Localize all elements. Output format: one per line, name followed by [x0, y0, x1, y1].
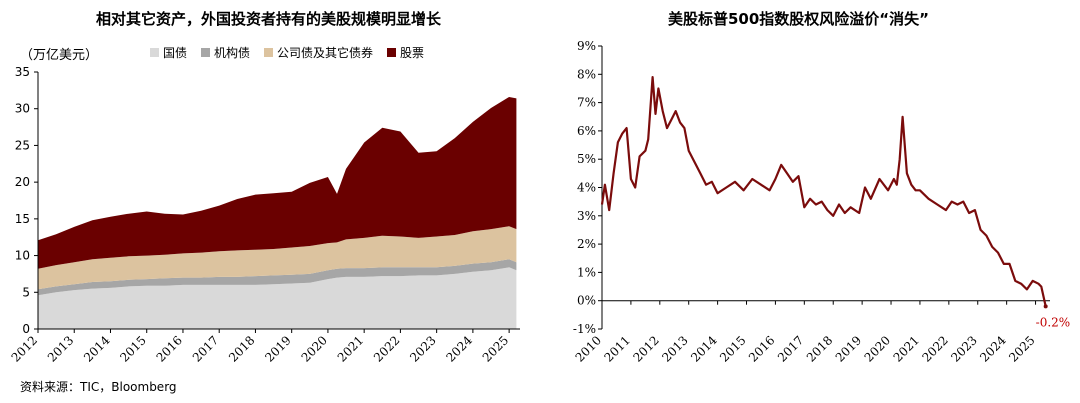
left-y-tick-label: 30 [15, 102, 30, 116]
right-x-tick-label: 2022 [919, 333, 950, 364]
left-y-tick-label: 35 [15, 65, 30, 79]
left-y-tick-label: 5 [22, 285, 30, 299]
right-x-tick-label: 2021 [891, 333, 922, 364]
right-x-tick-label: 2018 [804, 333, 835, 364]
right-x-tick-label: 2011 [602, 333, 633, 364]
right-y-tick-label: 0% [577, 294, 596, 308]
left-y-tick-label: 10 [15, 249, 30, 263]
right-x-tick-label: 2017 [775, 333, 806, 364]
legend-swatch-corporate [264, 48, 274, 57]
right-y-tick-label: 9% [577, 39, 596, 53]
left-legend: 国债 机构债 公司债及其它债券 股票 [150, 44, 424, 61]
left-y-tick-label: 0 [22, 322, 30, 336]
area-series-3 [38, 97, 517, 269]
legend-swatch-agency [201, 48, 211, 57]
left-unit-label: （万亿美元） [20, 48, 99, 63]
right-x-tick-label: 2010 [573, 333, 604, 364]
erp-last-point [1043, 304, 1048, 309]
legend-label-treasury: 国债 [163, 46, 188, 60]
legend-item-treasury: 国债 [150, 44, 187, 61]
right-y-tick-label: -1% [573, 322, 596, 336]
right-y-tick-label: 5% [577, 152, 596, 166]
area-series-1 [38, 259, 517, 296]
legend-swatch-treasury [150, 48, 159, 57]
legend-item-corporate: 公司债及其它债券 [264, 44, 373, 61]
right-x-tick-label: 2023 [948, 333, 979, 364]
left-y-tick-label: 20 [15, 175, 30, 189]
right-x-tick-label: 2019 [833, 333, 864, 364]
area-series-2 [38, 226, 517, 290]
right-x-tick-label: 2014 [688, 333, 720, 365]
left-y-tick-label: 25 [15, 138, 30, 152]
legend-swatch-equity [387, 48, 397, 57]
source-note: 资料来源：TIC，Bloomberg [20, 380, 177, 394]
right-x-tick-label: 2013 [659, 333, 690, 364]
left-chart-title: 相对其它资产，外国投资者持有的美股规模明显增长 [96, 10, 442, 28]
area-series-0 [38, 267, 517, 329]
legend-label-corporate: 公司债及其它债券 [277, 46, 374, 60]
legend-label-agency: 机构债 [214, 46, 251, 60]
erp-last-value-annotation: -0.2% [1036, 315, 1071, 329]
right-y-tick-label: 2% [577, 237, 596, 251]
right-y-tick-label: 8% [577, 67, 596, 81]
erp-series-line [600, 76, 1047, 307]
right-x-tick-label: 2012 [630, 333, 661, 364]
legend-item-equity: 股票 [387, 44, 424, 61]
right-x-tick-label: 2016 [746, 333, 777, 364]
right-y-tick-label: 6% [577, 124, 596, 138]
right-y-tick-label: 1% [577, 265, 596, 279]
right-x-tick-label: 2024 [977, 333, 1009, 365]
legend-item-agency: 机构债 [201, 44, 250, 61]
right-y-tick-label: 3% [577, 209, 596, 223]
right-x-tick-label: 2015 [717, 333, 748, 364]
right-x-tick-label: 2025 [1006, 333, 1037, 364]
left-y-tick-label: 15 [15, 212, 30, 226]
legend-label-equity: 股票 [400, 46, 425, 60]
right-x-tick-label: 2020 [862, 333, 893, 364]
right-y-tick-label: 7% [577, 96, 596, 110]
right-chart-title: 美股标普500指数股权风险溢价“消失” [668, 10, 930, 28]
right-y-tick-label: 4% [577, 181, 596, 195]
